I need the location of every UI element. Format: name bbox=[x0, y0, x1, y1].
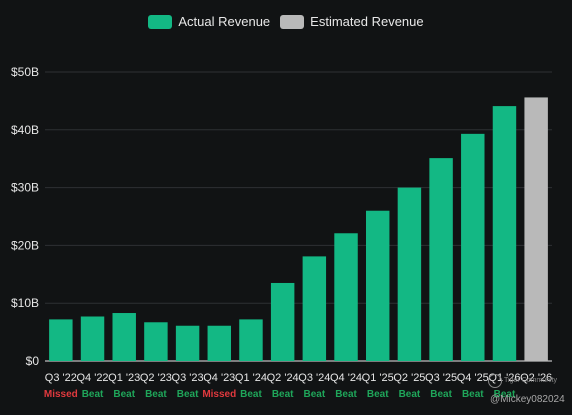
legend-label-actual: Actual Revenue bbox=[178, 14, 271, 29]
earnings-status-label: Beat bbox=[335, 389, 357, 400]
legend-label-estimated: Estimated Revenue bbox=[310, 14, 424, 29]
earnings-status-label: Beat bbox=[399, 389, 421, 400]
y-tick-label: $50B bbox=[11, 65, 39, 79]
bar-actual bbox=[461, 133, 485, 361]
earnings-status-label: Beat bbox=[177, 389, 199, 400]
watermark-brand: Tiger Community bbox=[504, 377, 558, 384]
bar-actual bbox=[270, 282, 295, 361]
x-tick-label: Q2 '26 bbox=[520, 372, 552, 384]
bar-actual bbox=[302, 256, 327, 361]
x-tick-label: Q4 '24 bbox=[330, 372, 362, 384]
bar-actual bbox=[365, 210, 390, 361]
bar-actual bbox=[334, 233, 358, 361]
x-tick-label: Q3 '22 bbox=[45, 372, 77, 384]
y-tick-label: $30B bbox=[11, 181, 39, 195]
x-tick-label: Q3 '24 bbox=[298, 372, 330, 384]
y-tick-label: $20B bbox=[11, 238, 39, 252]
bar-actual bbox=[207, 325, 232, 361]
watermark-user: @Mickey082024 bbox=[490, 394, 565, 405]
bar-actual bbox=[112, 313, 136, 361]
bar-actual bbox=[492, 106, 517, 362]
x-tick-label: Q1 '25 bbox=[362, 372, 394, 384]
earnings-status-label: Beat bbox=[82, 389, 104, 400]
earnings-status-label: Beat bbox=[145, 389, 167, 400]
y-tick-label: $10B bbox=[11, 296, 39, 310]
earnings-status-label: Beat bbox=[272, 389, 294, 400]
x-tick-label: Q3 '23 bbox=[172, 372, 204, 384]
earnings-status-label: Missed bbox=[44, 389, 78, 400]
legend-swatch-actual bbox=[148, 14, 173, 29]
x-tick-label: Q1 '24 bbox=[235, 372, 267, 384]
bar-actual bbox=[239, 319, 263, 361]
y-tick-label: $0 bbox=[26, 354, 40, 368]
legend-item-actual[interactable]: Actual Revenue bbox=[148, 14, 270, 29]
x-tick-label: Q3 '25 bbox=[425, 372, 457, 384]
earnings-status-label: Beat bbox=[240, 389, 262, 400]
tiger-logo-icon bbox=[488, 374, 502, 388]
earnings-status-label: Beat bbox=[494, 389, 516, 400]
bar-actual bbox=[80, 316, 105, 361]
earnings-status-label: Beat bbox=[462, 389, 484, 400]
chart-legend: Actual Revenue Estimated Revenue bbox=[0, 14, 572, 29]
y-tick-label: $40B bbox=[11, 123, 39, 137]
legend-swatch-estimated bbox=[280, 14, 305, 29]
bar-actual bbox=[49, 319, 73, 361]
x-tick-label: Q4 '22 bbox=[76, 372, 108, 384]
x-tick-label: Q4 '25 bbox=[457, 372, 489, 384]
bar-actual bbox=[175, 325, 200, 361]
earnings-status-label: Beat bbox=[430, 389, 452, 400]
bar-actual bbox=[397, 187, 422, 361]
x-tick-label: Q1 '23 bbox=[108, 372, 140, 384]
x-tick-label: Q2 '24 bbox=[267, 372, 299, 384]
earnings-status-label: Missed bbox=[202, 389, 236, 400]
earnings-status-label: Beat bbox=[367, 389, 389, 400]
legend-item-estimated[interactable]: Estimated Revenue bbox=[280, 14, 424, 29]
x-tick-label: Q2 '25 bbox=[393, 372, 425, 384]
earnings-status-label: Beat bbox=[304, 389, 326, 400]
bar-actual bbox=[429, 158, 453, 361]
bar-estimated bbox=[524, 97, 548, 361]
earnings-status-label: Beat bbox=[113, 389, 135, 400]
bar-actual bbox=[144, 322, 168, 361]
watermark: Tiger Community @Mickey082024 bbox=[488, 372, 572, 412]
x-tick-label: Q4 '23 bbox=[203, 372, 235, 384]
x-tick-label: Q2 '23 bbox=[140, 372, 172, 384]
